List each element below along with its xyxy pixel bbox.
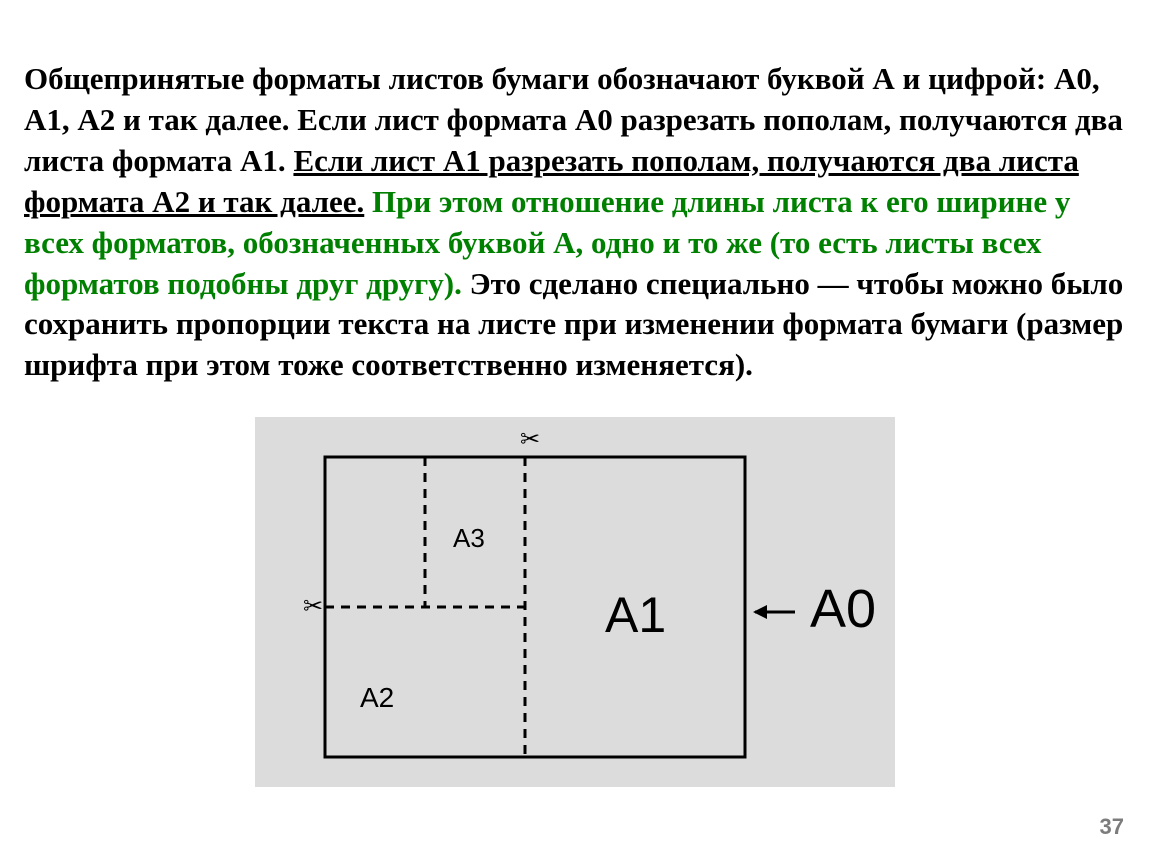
page-number: 37 <box>1100 814 1124 840</box>
scissors-left-icon: ✂ <box>303 593 323 620</box>
diagram-container: A0 A1 A2 A3 ✂ ✂ <box>24 417 1126 787</box>
arrow-head <box>753 605 767 619</box>
scissors-top-icon: ✂ <box>520 426 540 453</box>
label-a2: A2 <box>360 682 394 713</box>
label-a3: A3 <box>453 523 485 553</box>
paper-format-diagram: A0 A1 A2 A3 ✂ ✂ <box>255 417 895 787</box>
label-a0: A0 <box>810 579 876 639</box>
label-a1: A1 <box>605 587 666 643</box>
paragraph-main: Общепринятые форматы листов бумаги обозн… <box>24 59 1126 386</box>
